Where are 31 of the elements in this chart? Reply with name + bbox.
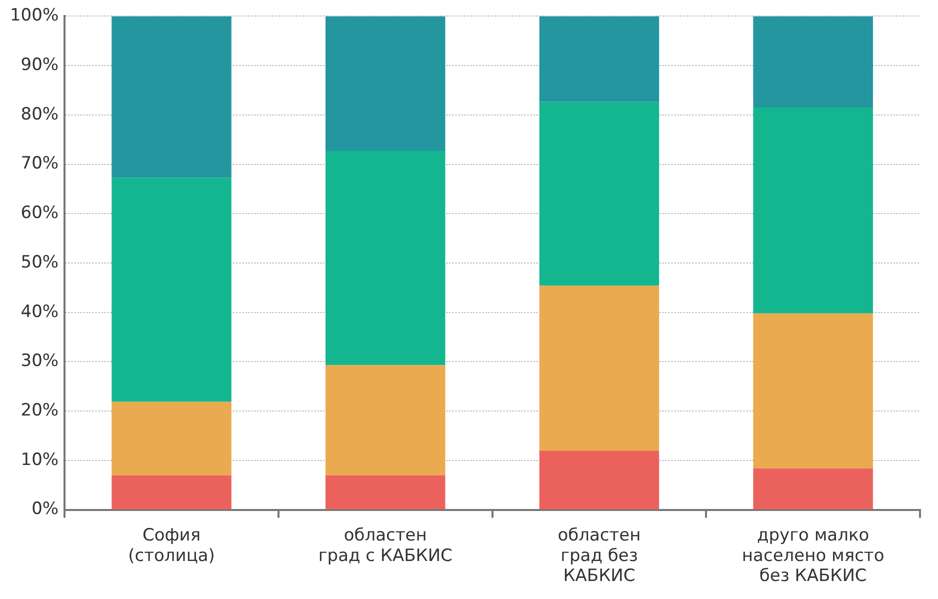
bar	[112, 402, 232, 476]
y-tick-label: 70%	[20, 154, 59, 174]
y-tick-label: 40%	[20, 302, 59, 322]
y-tick-label: 90%	[20, 54, 59, 75]
bar	[753, 468, 873, 510]
bar	[753, 313, 873, 468]
bar	[326, 365, 446, 476]
bar	[112, 16, 232, 178]
bar	[326, 150, 446, 366]
bar	[112, 475, 232, 510]
y-tick-label: 60%	[20, 203, 59, 224]
bar	[539, 286, 660, 451]
x-tick-label: друго малко населено място без КАБКИС	[742, 525, 884, 586]
bar	[753, 108, 873, 314]
bar	[326, 475, 446, 510]
y-tick-label: 100%	[10, 6, 59, 26]
bar	[539, 16, 660, 102]
x-tick-label: областен град с КАБКИС	[318, 525, 452, 566]
y-tick-label: 80%	[20, 104, 59, 124]
x-tick-label: София (столица)	[128, 525, 215, 566]
y-tick-label: 10%	[20, 450, 59, 470]
bar	[326, 16, 446, 151]
bar	[539, 450, 660, 510]
bar	[539, 102, 660, 286]
y-tick-label: 30%	[20, 351, 59, 372]
bar	[753, 16, 873, 108]
y-tick-label: 50%	[20, 252, 59, 272]
y-tick-label: 20%	[20, 400, 59, 420]
x-tick-label: областен град без КАБКИС	[558, 525, 641, 586]
bar	[112, 178, 232, 402]
y-tick-label: 0%	[32, 499, 59, 520]
